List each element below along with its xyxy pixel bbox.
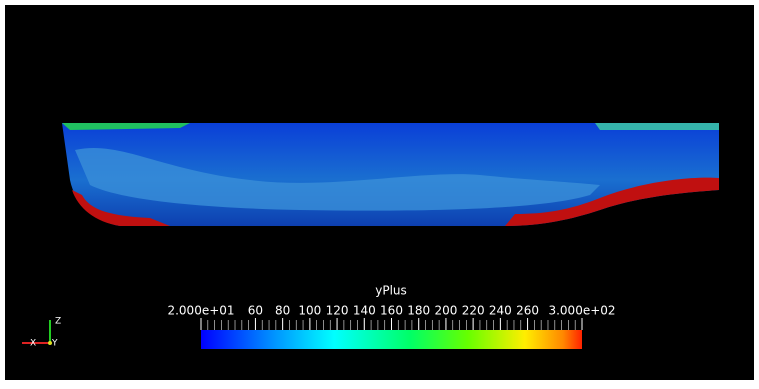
colorbar-tick-label: 240	[489, 304, 512, 318]
axis-label-x: X	[30, 339, 36, 349]
colorbar-tick-label: 160	[380, 304, 403, 318]
colorbar-title: yPlus	[375, 284, 407, 298]
colorbar-tick-label: 3.000e+02	[548, 304, 615, 318]
colorbar-tick-label: 140	[353, 304, 376, 318]
render-view: yPlus Z X Y 2.000e+01 60 80 100 120 140 160 180…	[0, 0, 759, 385]
colorbar-tick-label: 100	[298, 304, 321, 318]
colorbar-tick-label: 2.000e+01	[167, 304, 234, 318]
colorbar-tick-label: 200	[434, 304, 457, 318]
colorbar-tick-label: 120	[326, 304, 349, 318]
colorbar	[201, 330, 582, 349]
colorbar-tick-label: 60	[248, 304, 263, 318]
colorbar-tick-label: 80	[275, 304, 290, 318]
axis-label-y: Y	[51, 339, 58, 349]
colorbar-tick-label: 180	[407, 304, 430, 318]
colorbar-tick-label: 260	[516, 304, 539, 318]
colorbar-tick-label: 220	[462, 304, 485, 318]
axis-label-z: Z	[55, 317, 61, 327]
